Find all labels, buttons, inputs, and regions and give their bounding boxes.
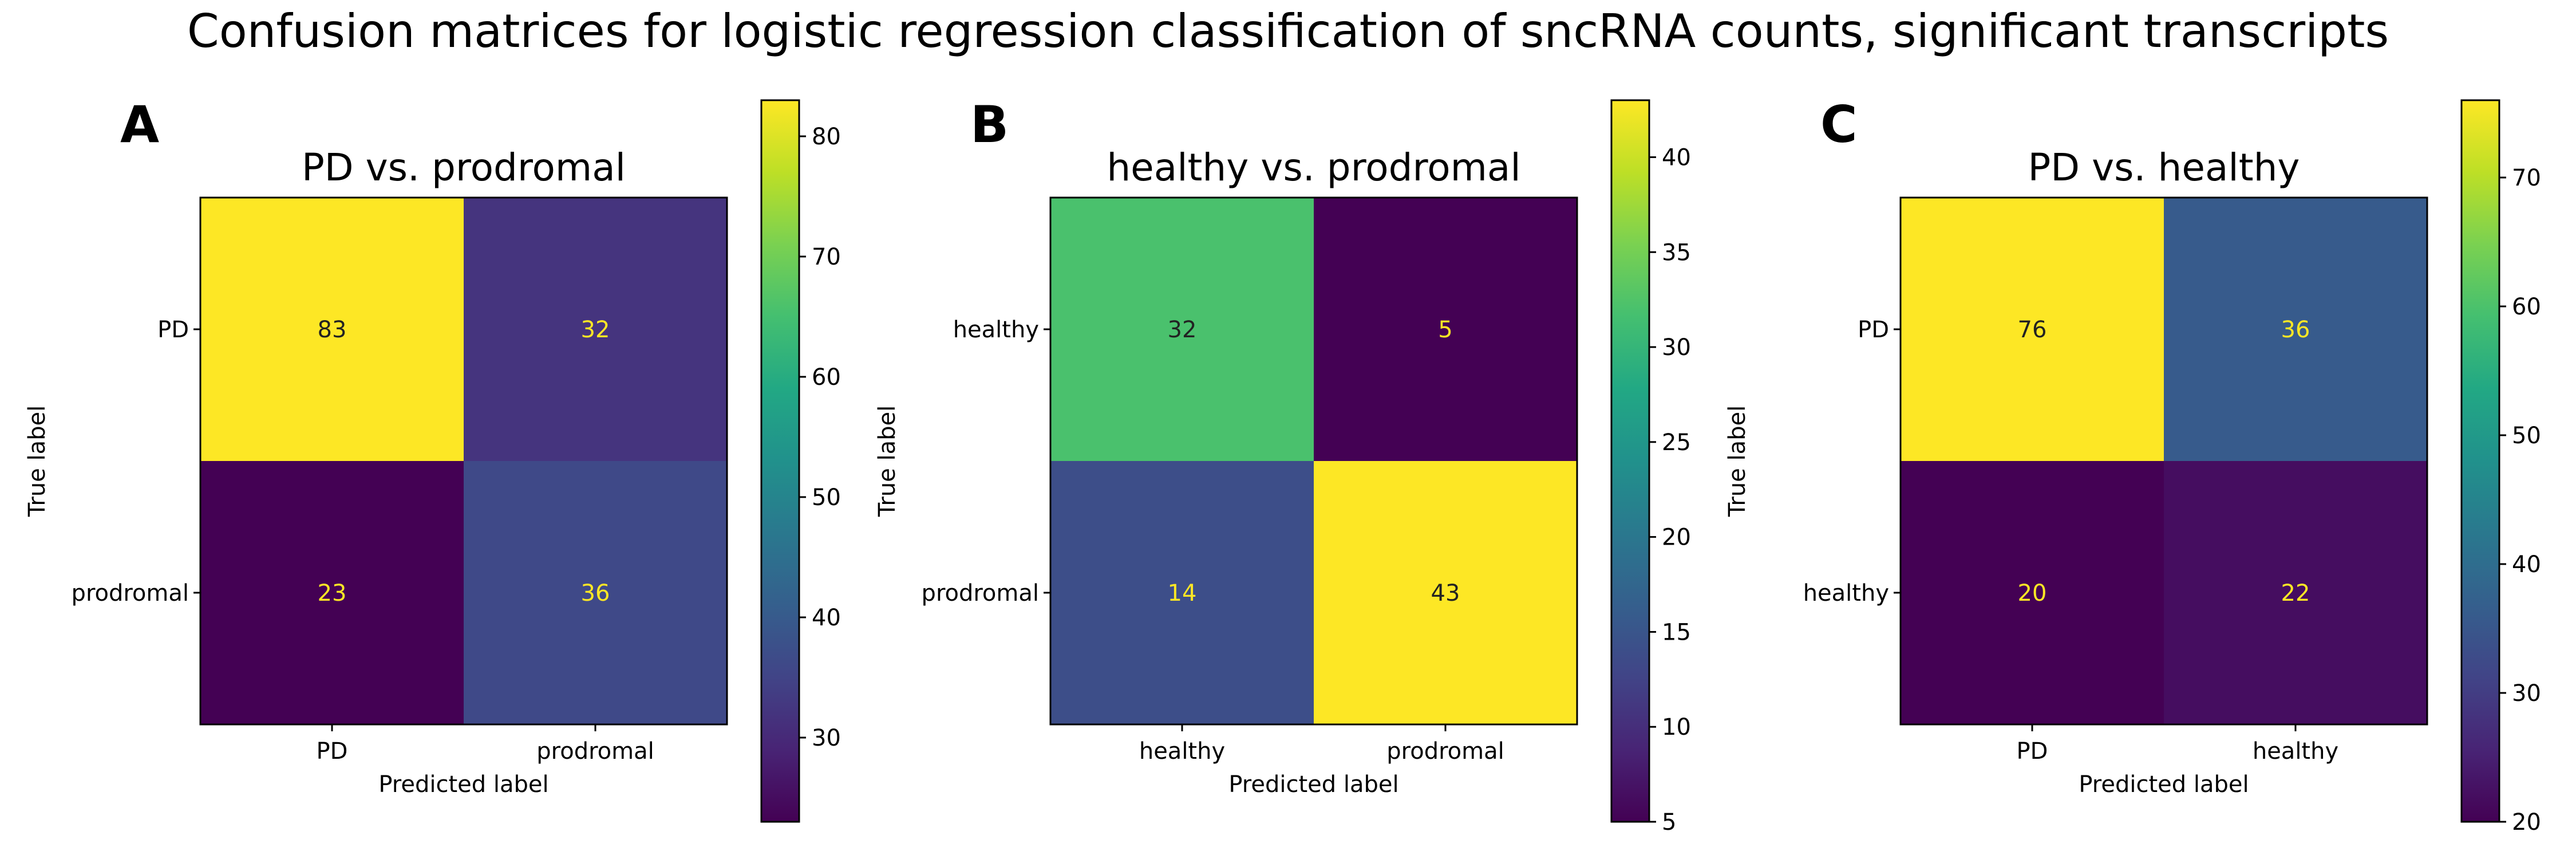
panel-title: healthy vs. prodromal	[1107, 145, 1520, 190]
matrix-cell	[2164, 461, 2427, 724]
colorbar-tick-label: 20	[2512, 809, 2541, 836]
matrix-cell	[1050, 198, 1314, 461]
colorbar-tick-label: 70	[2512, 165, 2541, 191]
colorbar-tick-label: 50	[812, 484, 841, 511]
colorbar-tick-label: 60	[812, 364, 841, 391]
matrix-cell	[200, 461, 464, 724]
x-tick-label: PD	[317, 738, 348, 765]
colorbar-tick-label: 40	[812, 605, 841, 631]
matrix-cell	[1901, 461, 2164, 724]
cell-value-label: 43	[1431, 580, 1460, 606]
y-tick-label: PD	[157, 317, 189, 343]
cell-value-label: 32	[581, 317, 610, 343]
matrix-frame	[199, 196, 728, 726]
cell-value-label: 36	[2281, 317, 2310, 343]
colorbar-tick-label: 60	[2512, 294, 2541, 320]
colorbar-tick-label: 80	[812, 124, 841, 150]
cell-value-label: 76	[2018, 317, 2047, 343]
colorbar-tick-label: 30	[812, 725, 841, 751]
y-axis-label: True label	[24, 405, 50, 517]
colorbar-tick-label: 10	[1662, 714, 1691, 740]
cell-value-label: 20	[2018, 580, 2047, 606]
y-axis-label: True label	[874, 405, 900, 517]
panel-letter: A	[120, 95, 159, 154]
x-tick-label: healthy	[1139, 738, 1225, 765]
y-axis-label: True label	[1724, 405, 1751, 517]
colorbar-tick-label: 15	[1662, 619, 1691, 645]
figure-suptitle: Confusion matrices for logistic regressi…	[187, 5, 2389, 58]
colorbar	[1610, 99, 1650, 823]
matrix-frame	[1899, 196, 2428, 726]
confusion-matrix-panel-c: C PD vs. healthy 76 36 20 22 PD healthy PD health…	[1724, 95, 2541, 836]
panel-letter: B	[970, 95, 1009, 154]
x-axis-label: Predicted label	[378, 771, 548, 798]
matrix-cell	[1050, 461, 1314, 724]
matrix-frame	[1049, 196, 1578, 726]
colorbar	[2460, 99, 2500, 823]
colorbar-tick-label: 5	[1662, 809, 1676, 836]
colorbar-tick-label: 30	[2512, 680, 2541, 707]
cell-value-label: 32	[1168, 317, 1197, 343]
x-tick-label: PD	[2017, 738, 2048, 765]
cell-value-label: 5	[1438, 317, 1452, 343]
y-tick-label: healthy	[953, 317, 1039, 343]
colorbar-tick-label: 20	[1662, 525, 1691, 551]
cell-value-label: 36	[581, 580, 610, 606]
cell-value-label: 22	[2281, 580, 2310, 606]
colorbar-tick-label: 50	[2512, 423, 2541, 449]
x-axis-label: Predicted label	[2079, 771, 2249, 798]
y-tick-label: prodromal	[922, 580, 1039, 606]
colorbar-tick-label: 70	[812, 244, 841, 270]
cell-value-label: 23	[318, 580, 347, 606]
matrix-cell	[2164, 198, 2427, 461]
matrix-cell	[1314, 198, 1577, 461]
cell-value-label: 83	[318, 317, 347, 343]
y-tick-label: healthy	[1803, 580, 1889, 606]
y-tick-label: PD	[1858, 317, 1889, 343]
x-tick-label: prodromal	[1386, 738, 1504, 765]
matrix-cell	[200, 198, 464, 461]
colorbar-tick-label: 40	[2512, 551, 2541, 578]
matrix-cell	[1314, 461, 1577, 724]
matrix-cell	[1901, 198, 2164, 461]
colorbar	[760, 99, 800, 823]
cell-value-label: 14	[1168, 580, 1197, 606]
colorbar-tick-label: 30	[1662, 334, 1691, 361]
colorbar-tick-label: 25	[1662, 430, 1691, 456]
y-tick-label: prodromal	[72, 580, 189, 606]
colorbar-tick-label: 35	[1662, 239, 1691, 266]
x-axis-label: Predicted label	[1228, 771, 1398, 798]
colorbar-tick-label: 40	[1662, 144, 1691, 171]
matrix-cell	[464, 198, 727, 461]
x-tick-label: prodromal	[536, 738, 654, 765]
confusion-matrix-panel-a: A PD vs. prodromal 83 32 23 36 PD prodromal PD pr…	[24, 95, 841, 823]
panel-title: PD vs. prodromal	[302, 145, 626, 190]
panels: A PD vs. prodromal 83 32 23 36 PD prodromal PD pr…	[24, 95, 2541, 836]
panel-letter: C	[1820, 95, 1858, 154]
matrix-cell	[464, 461, 727, 724]
x-tick-label: healthy	[2253, 738, 2338, 765]
panel-title: PD vs. healthy	[2028, 145, 2300, 190]
